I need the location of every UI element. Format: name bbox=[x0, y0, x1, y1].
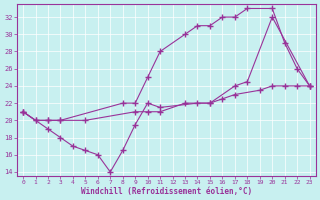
X-axis label: Windchill (Refroidissement éolien,°C): Windchill (Refroidissement éolien,°C) bbox=[81, 187, 252, 196]
